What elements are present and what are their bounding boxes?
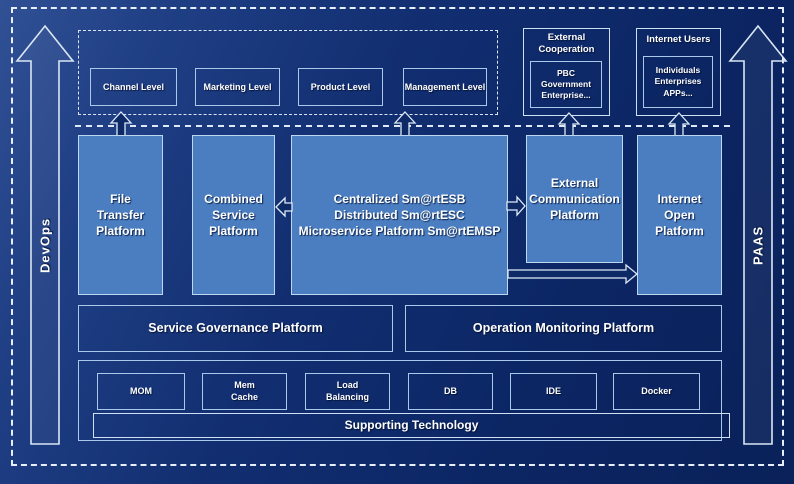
combined-service-platform-box: Combined Service Platform — [192, 135, 275, 295]
internet-users-box: Internet Users Individuals Enterprises A… — [636, 28, 721, 116]
outer-dashed-frame — [11, 7, 784, 466]
level-group-frame — [78, 30, 498, 115]
level-box-management: Management Level — [403, 68, 487, 106]
central-esb-platform-box: Centralized Sm@rtESB Distributed Sm@rtES… — [291, 135, 508, 295]
external-communication-platform-box: External Communication Platform — [526, 135, 623, 263]
level-box-channel: Channel Level — [90, 68, 177, 106]
operation-monitoring-platform-box: Operation Monitoring Platform — [405, 305, 722, 352]
level-box-marketing: Marketing Level — [195, 68, 280, 106]
external-cooperation-box: External Cooperation PBC Government Ente… — [523, 28, 610, 116]
tech-box-docker: Docker — [613, 373, 700, 410]
long-right-arrow-icon — [507, 263, 639, 285]
devops-arrow-icon — [15, 24, 75, 445]
service-governance-platform-box: Service Governance Platform — [78, 305, 393, 352]
supporting-technology-container — [78, 360, 722, 441]
internet-open-platform-box: Internet Open Platform — [637, 135, 722, 295]
paas-rail-label: PAAS — [750, 225, 766, 265]
tech-box-load-balancing: Load Balancing — [305, 373, 390, 410]
right-arrow-icon — [506, 195, 526, 217]
external-cooperation-title: External Cooperation — [538, 31, 595, 55]
left-arrow-icon — [275, 196, 293, 218]
external-cooperation-members: PBC Government Enterprise... — [530, 61, 602, 108]
internet-users-title: Internet Users — [646, 33, 711, 45]
devops-rail-label: DevOps — [37, 217, 53, 273]
supporting-technology-bar: Supporting Technology — [93, 413, 730, 438]
paas-arrow-icon — [728, 24, 788, 445]
tech-box-mom: MOM — [97, 373, 185, 410]
tech-box-db: DB — [408, 373, 493, 410]
tech-box-ide: IDE — [510, 373, 597, 410]
file-transfer-platform-box: File Transfer Platform — [78, 135, 163, 295]
level-box-product: Product Level — [298, 68, 383, 106]
internet-users-members: Individuals Enterprises APPs... — [643, 56, 713, 108]
tech-box-mem-cache: Mem Cache — [202, 373, 287, 410]
